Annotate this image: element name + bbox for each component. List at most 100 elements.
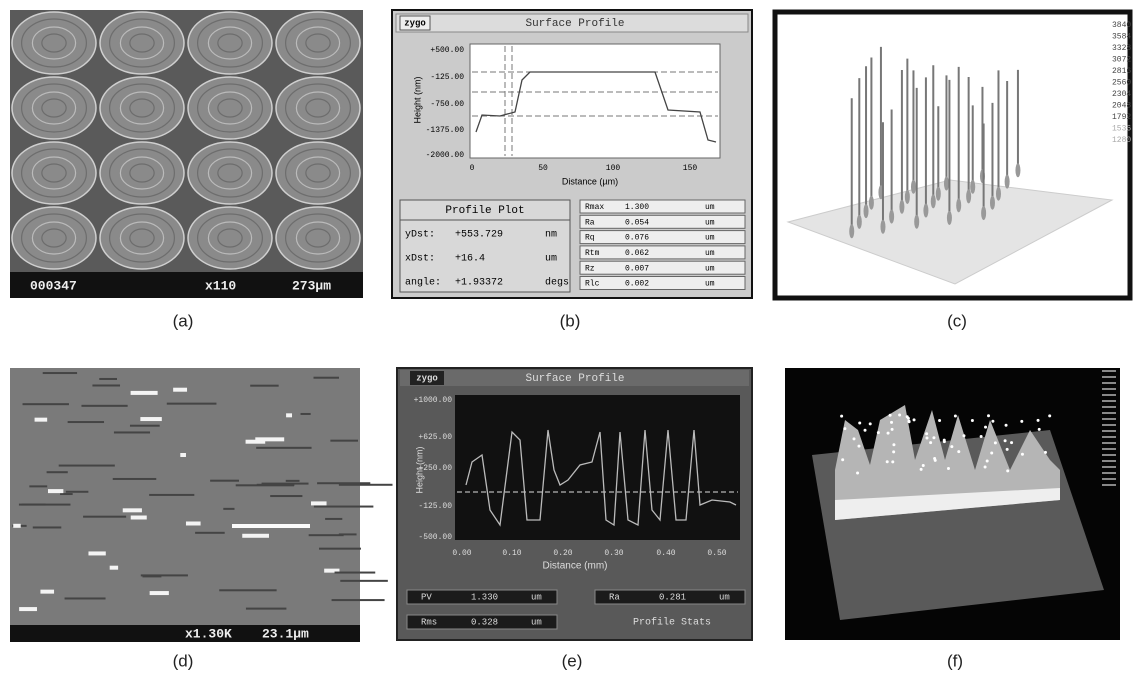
- scale-tick: [1102, 382, 1116, 384]
- speckle: [864, 429, 867, 432]
- magnification: x1.30K: [185, 626, 232, 641]
- panel-label: (b): [560, 311, 581, 330]
- scale: 273µm: [292, 278, 331, 293]
- surface-feature: [81, 405, 127, 407]
- surface-feature: [13, 524, 20, 528]
- stat-row: [580, 200, 745, 213]
- spike-base: [970, 180, 975, 194]
- surface-feature: [314, 377, 339, 379]
- speckle: [891, 460, 894, 463]
- lens: [100, 207, 184, 269]
- scale-tick: [1102, 388, 1116, 390]
- stat: um: [705, 280, 715, 289]
- surface-feature: [22, 504, 46, 506]
- panel-label: (a): [173, 311, 194, 330]
- y-axis-label: Height (nm): [414, 446, 424, 493]
- logo: zygo: [404, 18, 426, 28]
- x-axis-label: Distance (mm): [542, 561, 607, 572]
- spike-base: [864, 204, 869, 218]
- x-tick-label: 50: [538, 164, 548, 173]
- scale-tick: [1102, 442, 1116, 444]
- stat: PV: [421, 592, 432, 602]
- x-tick-label: 0.40: [656, 549, 675, 558]
- scale-label: 3328: [1112, 44, 1131, 53]
- stat: Rmax: [585, 203, 604, 212]
- surface-feature: [68, 421, 104, 423]
- stat: Rtm: [585, 249, 600, 258]
- speckle: [984, 466, 987, 469]
- spike-base: [905, 190, 910, 204]
- surface-feature: [173, 388, 187, 392]
- spike-base: [956, 198, 961, 212]
- speckle: [1010, 441, 1013, 444]
- scale-tick: [1102, 448, 1116, 450]
- spike-base: [889, 210, 894, 224]
- counter: 000347: [30, 278, 77, 293]
- readout: um: [545, 254, 557, 265]
- surface-feature: [110, 566, 118, 570]
- scale-tick: [1102, 460, 1116, 462]
- y-tick-label: -1375.00: [426, 126, 465, 135]
- speckle: [890, 421, 893, 424]
- x-axis-label: Distance (µm): [562, 176, 618, 186]
- x-tick-label: 0.20: [553, 549, 572, 558]
- speckle: [1006, 448, 1009, 451]
- speckle: [853, 437, 856, 440]
- scale-tick: [1102, 466, 1116, 468]
- lens: [12, 77, 96, 139]
- surface-feature: [140, 417, 161, 421]
- speckle: [950, 445, 953, 448]
- speckle: [856, 471, 859, 474]
- lens: [12, 142, 96, 204]
- surface-feature: [256, 447, 311, 449]
- surface-feature: [167, 403, 217, 405]
- surface-feature: [60, 493, 73, 495]
- surface-feature: [33, 526, 62, 528]
- spike-base: [966, 189, 971, 203]
- speckle: [925, 432, 928, 435]
- stat: 0.076: [625, 234, 649, 243]
- stat-row: [580, 277, 745, 290]
- stat: 0.054: [625, 218, 649, 227]
- speckle: [971, 419, 974, 422]
- readout: +16.4: [455, 254, 485, 265]
- speckle: [957, 450, 960, 453]
- surface-feature: [131, 516, 147, 520]
- speckle: [932, 436, 935, 439]
- lens: [188, 77, 272, 139]
- surface-feature: [19, 607, 37, 611]
- scale-tick: [1102, 436, 1116, 438]
- y-tick-label: -750.00: [430, 100, 464, 109]
- surface-feature: [92, 384, 120, 386]
- surface-feature: [99, 378, 117, 380]
- surface-feature: [246, 608, 286, 610]
- window-title: Surface Profile: [525, 18, 624, 30]
- scale-label: 2816: [1112, 67, 1131, 76]
- surface-feature: [88, 551, 105, 555]
- speckle: [841, 458, 844, 461]
- y-tick-label: +625.00: [418, 433, 452, 442]
- button: Profile Stats: [633, 617, 711, 629]
- surface-feature: [319, 548, 361, 550]
- speckle: [1037, 419, 1040, 422]
- speckle: [943, 440, 946, 443]
- spike-base: [914, 215, 919, 229]
- stat: 1.300: [625, 203, 649, 212]
- readout: +1.93372: [455, 278, 503, 289]
- surface-feature: [330, 440, 358, 442]
- spike-base: [1005, 175, 1010, 189]
- plot-area: [470, 44, 720, 158]
- scale-label: 1536: [1112, 125, 1131, 134]
- spike-base: [849, 224, 854, 238]
- scale-tick: [1102, 394, 1116, 396]
- surface-feature: [141, 574, 188, 576]
- speckle: [933, 457, 936, 460]
- x-tick-label: 0.30: [604, 549, 623, 558]
- speckle: [898, 414, 901, 417]
- speckle: [954, 415, 957, 418]
- scale-tick: [1102, 472, 1116, 474]
- speckle: [1021, 453, 1024, 456]
- spike-base: [944, 177, 949, 191]
- scale-label: 1792: [1112, 113, 1131, 122]
- y-tick-label: +1000.00: [414, 396, 453, 405]
